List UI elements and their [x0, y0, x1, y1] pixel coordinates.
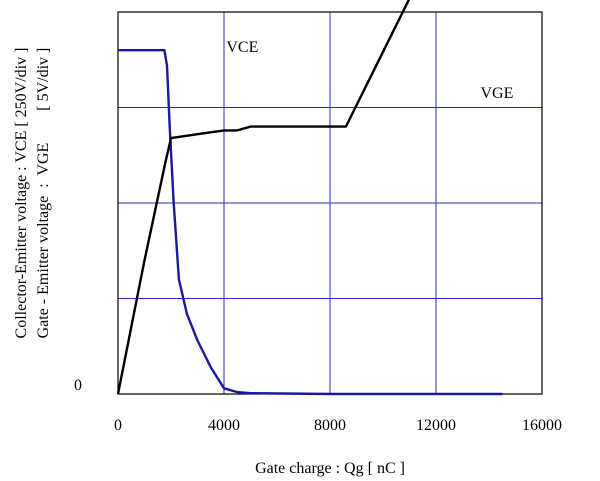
series-label-vce: VCE: [226, 39, 258, 56]
series-line-vce: [118, 49, 503, 396]
x-tick-label: 0: [114, 417, 122, 434]
series-labels: VCE VGE: [226, 39, 513, 102]
series-line-vge: [116, 0, 411, 395]
grid: [118, 12, 542, 394]
y-axis-label-vce: Collector-Emitter voltage : VCE [ 250V/d…: [13, 48, 30, 339]
x-tick-label: 4000: [208, 417, 240, 434]
x-tick-label: 8000: [314, 417, 346, 434]
y-zero-label: 0: [74, 377, 82, 394]
x-tick-labels: 0 4000 8000 12000 16000: [114, 417, 562, 434]
series-label-vge: VGE: [481, 85, 514, 102]
x-tick-label: 12000: [416, 417, 456, 434]
x-axis-label: Gate charge : Qg [ nC ]: [255, 460, 405, 477]
x-tick-label: 16000: [522, 417, 562, 434]
series-group: [116, 0, 503, 396]
y-axis-label-vge: Gate - Emitter voltage : VGE [ 5V/div ]: [35, 48, 52, 339]
